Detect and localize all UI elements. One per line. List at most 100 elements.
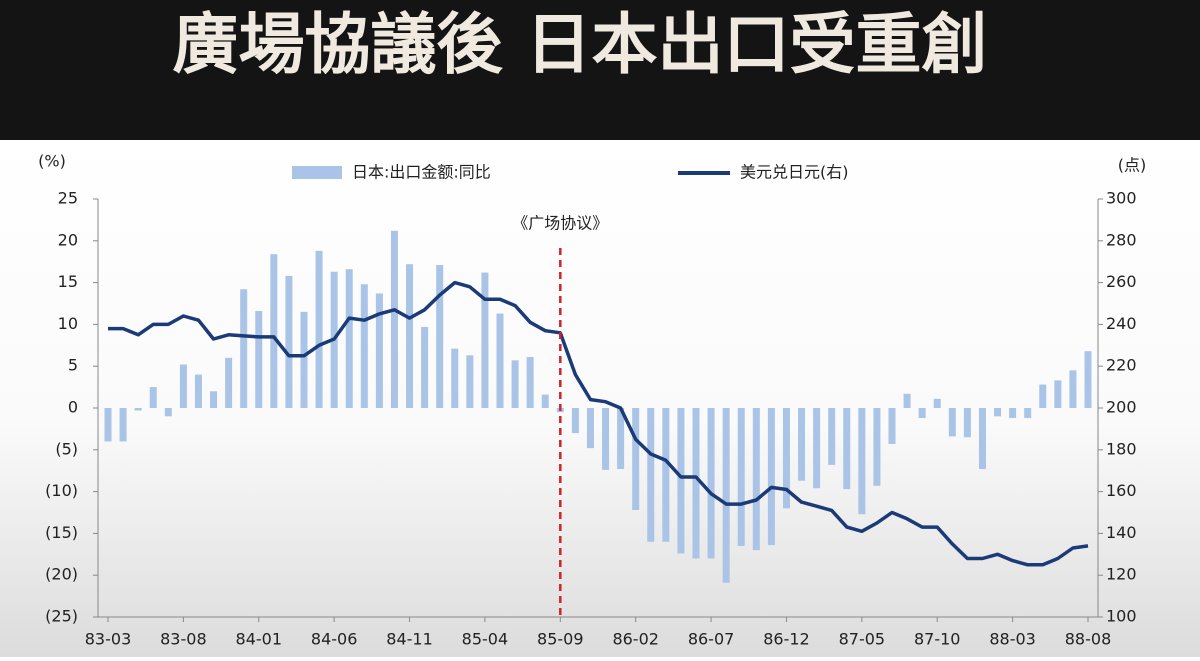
bar	[164, 408, 172, 417]
x-tick-label: 84-11	[386, 630, 433, 649]
y2-tick-label: 240	[1106, 314, 1137, 333]
x-tick-label: 85-04	[462, 630, 509, 649]
bar	[767, 408, 775, 546]
y2-tick-label: 100	[1106, 607, 1137, 626]
bar	[451, 348, 459, 408]
bar	[978, 408, 986, 470]
y-tick-label: 20	[58, 230, 78, 249]
bar	[496, 313, 504, 408]
bar	[692, 408, 700, 559]
bar	[225, 357, 233, 408]
bar	[421, 326, 429, 408]
legend-label: 美元兑日元(右)	[740, 163, 849, 182]
bar	[994, 408, 1002, 417]
legend-label: 日本:出口金额:同比	[352, 163, 491, 182]
x-tick-label: 87-10	[914, 630, 961, 649]
bar	[571, 408, 579, 434]
bar	[345, 269, 353, 408]
bar	[737, 408, 745, 546]
bar	[1009, 408, 1017, 419]
x-tick-label: 87-05	[839, 630, 886, 649]
bar	[315, 250, 323, 408]
bar	[828, 408, 836, 465]
bar	[933, 398, 941, 408]
y-tick-label: (15)	[45, 523, 78, 542]
bar	[375, 293, 383, 408]
x-tick-label: 88-03	[989, 630, 1036, 649]
bar	[752, 408, 760, 551]
bar	[647, 408, 655, 542]
x-tick-label: 85-09	[537, 630, 584, 649]
bar	[1069, 370, 1077, 408]
line	[108, 280, 1089, 567]
y2-tick-label: 220	[1106, 356, 1137, 375]
bar	[541, 394, 549, 408]
bar	[149, 387, 157, 408]
annotation: 《广场协议》	[512, 214, 608, 233]
bar	[948, 408, 956, 437]
y2-tick-label: 180	[1106, 439, 1137, 458]
y2-tick-label: 160	[1106, 481, 1137, 500]
y-tick-label: (25)	[45, 607, 78, 626]
y-tick-label: (20)	[45, 565, 78, 584]
bar	[963, 408, 971, 438]
y2-tick-label: 300	[1106, 189, 1137, 208]
bar	[194, 374, 202, 408]
bar	[1024, 408, 1032, 419]
bar	[466, 355, 474, 408]
x-tick-label: 83-08	[160, 630, 207, 649]
y-tick-label: 15	[58, 272, 78, 291]
x-tick-label: 86-02	[612, 630, 659, 649]
bar	[632, 408, 640, 510]
bar	[918, 408, 926, 419]
bar	[134, 408, 142, 411]
bar	[300, 311, 308, 408]
y-tick-label: (5)	[55, 439, 78, 458]
bar	[903, 393, 911, 408]
title-band	[0, 0, 1200, 140]
bar	[1054, 380, 1062, 408]
y-tick-label: (10)	[45, 481, 78, 500]
bar	[285, 275, 293, 408]
x-tick-label: 84-01	[236, 630, 283, 649]
bar	[360, 284, 368, 408]
y2-tick-label: 200	[1106, 398, 1137, 417]
bar	[873, 408, 881, 486]
bar	[1039, 384, 1047, 408]
x-tick-label: 86-07	[688, 630, 735, 649]
bar	[436, 265, 444, 408]
x-tick-label: 86-12	[763, 630, 810, 649]
y2-tick-label: 260	[1106, 272, 1137, 291]
bar	[240, 289, 248, 408]
y-tick-label: 10	[58, 314, 78, 333]
bar	[858, 408, 866, 515]
y2-axis-label: (点)	[1118, 156, 1147, 175]
bar	[617, 408, 625, 470]
bar	[662, 408, 670, 542]
bar	[390, 230, 398, 408]
bar	[677, 408, 685, 554]
bar	[602, 408, 610, 470]
bar	[511, 360, 519, 408]
bar	[722, 408, 730, 583]
bar	[119, 408, 127, 442]
bar	[270, 254, 278, 408]
bar	[255, 311, 263, 408]
bar	[1084, 351, 1092, 408]
bar	[888, 408, 896, 444]
bar	[707, 408, 715, 559]
chart-title: 廣場協議後 日本出口受重創	[173, 5, 988, 83]
y-tick-label: 0	[68, 398, 78, 417]
bar	[179, 364, 187, 408]
bar	[843, 408, 851, 490]
legend-swatch-bar	[292, 166, 342, 179]
y-tick-label: 25	[58, 189, 78, 208]
y-axis-label: (%)	[38, 152, 66, 171]
y2-tick-label: 280	[1106, 230, 1137, 249]
bar	[798, 408, 806, 481]
y-tick-label: 5	[68, 356, 78, 375]
bar	[406, 264, 414, 408]
x-tick-label: 88-08	[1065, 630, 1112, 649]
bar	[210, 391, 218, 408]
